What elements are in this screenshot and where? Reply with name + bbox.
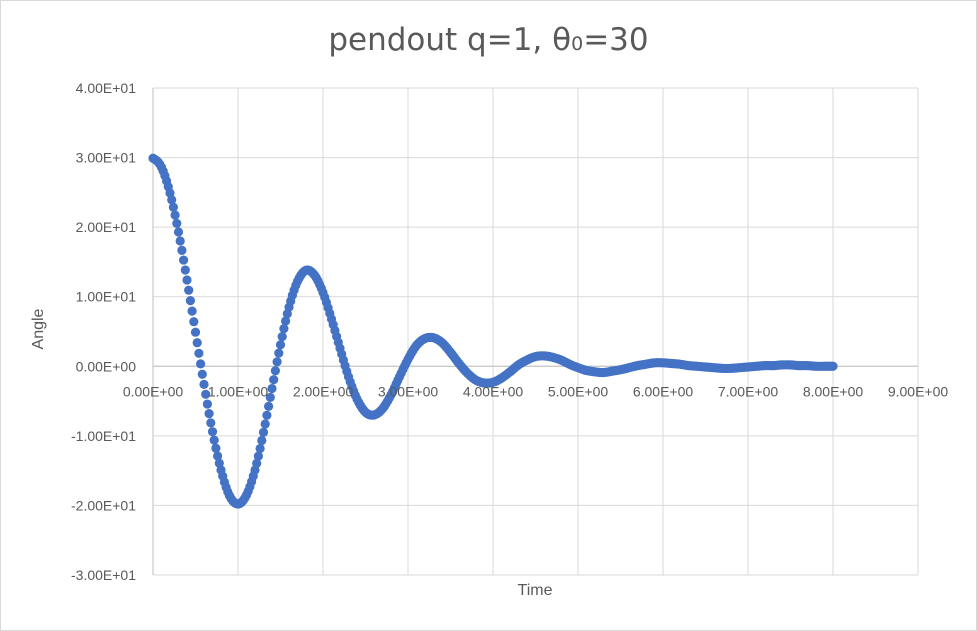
x-tick-label: 5.00E+00 (548, 383, 609, 399)
data-point (257, 435, 267, 446)
data-point (179, 255, 189, 265)
data-point (211, 443, 221, 453)
x-axis-label: Time (517, 582, 553, 599)
y-tick-label: 0.00E+00 (76, 358, 137, 374)
x-tick-label: 1.00E+00 (208, 383, 269, 399)
y-tick-labels: -3.00E+01 -2.00E+01 -1.00E+01 0.00E+00 1.00E… (71, 80, 136, 583)
chart-title-suffix: =30 (583, 22, 649, 58)
data-point (170, 210, 180, 220)
y-tick-label: -2.00E+01 (71, 497, 136, 513)
x-tick-label: 7.00E+00 (718, 383, 779, 399)
data-point (204, 409, 214, 419)
chart-title: pendout q=1, θ0=30 (0, 22, 977, 58)
y-tick-label: 4.00E+01 (76, 80, 137, 96)
gridlines (152, 87, 919, 576)
data-point (260, 419, 270, 429)
data-point (184, 285, 194, 295)
data-point (206, 418, 216, 428)
data-point (262, 410, 272, 420)
data-point (281, 316, 291, 326)
x-tick-label: 0.00E+00 (123, 383, 184, 399)
data-point (279, 324, 289, 334)
data-point (209, 435, 219, 445)
y-tick-label: 3.00E+01 (76, 150, 137, 166)
data-point (253, 451, 263, 461)
chart-title-main: pendout q=1, θ (328, 22, 572, 58)
data-point (264, 401, 274, 411)
data-point (274, 348, 284, 358)
data-point (265, 392, 275, 403)
chart-title-subscript: 0 (571, 33, 584, 55)
data-point (277, 332, 287, 342)
data-point (202, 399, 212, 409)
data-point (187, 306, 197, 316)
data-point (192, 338, 202, 348)
data-point (197, 369, 207, 379)
data-point (272, 357, 282, 367)
data-point (175, 236, 185, 246)
axes (152, 88, 918, 575)
data-point (177, 245, 187, 255)
x-tick-label: 9.00E+00 (888, 383, 949, 399)
data-point (196, 359, 206, 369)
data-point (828, 361, 838, 371)
data-point (201, 389, 211, 399)
x-tick-label: 3.00E+00 (378, 383, 439, 399)
data-point (182, 275, 192, 285)
x-tick-label: 6.00E+00 (633, 383, 694, 399)
data-point (270, 366, 280, 376)
data-point (267, 383, 277, 394)
data-point (173, 227, 184, 237)
data-point (168, 202, 178, 212)
data-point (167, 195, 177, 205)
data-point (275, 340, 286, 350)
x-tick-label: 8.00E+00 (803, 383, 864, 399)
y-axis-label: Angle (30, 308, 47, 350)
data-point (255, 443, 265, 454)
data-point (213, 451, 223, 461)
data-point (207, 427, 218, 437)
y-tick-label: -1.00E+01 (71, 428, 136, 444)
data-point (252, 458, 262, 468)
data-point (185, 295, 195, 306)
data-point (190, 327, 201, 337)
x-tick-label: 4.00E+00 (463, 383, 524, 399)
data-point (180, 265, 190, 275)
x-tick-label: 2.00E+00 (293, 383, 354, 399)
data-point (172, 218, 182, 229)
y-tick-label: 2.00E+01 (76, 219, 137, 235)
data-point (189, 317, 199, 327)
y-tick-label: -3.00E+01 (71, 567, 136, 583)
x-tick-labels: 0.00E+00 1.00E+00 2.00E+00 3.00E+00 4.00E+00… (123, 383, 949, 399)
data-point (199, 379, 209, 389)
data-point (194, 348, 204, 358)
y-tick-label: 1.00E+01 (76, 289, 137, 305)
data-point (269, 375, 279, 385)
data-point (258, 427, 269, 437)
data-series-angle (148, 153, 838, 509)
